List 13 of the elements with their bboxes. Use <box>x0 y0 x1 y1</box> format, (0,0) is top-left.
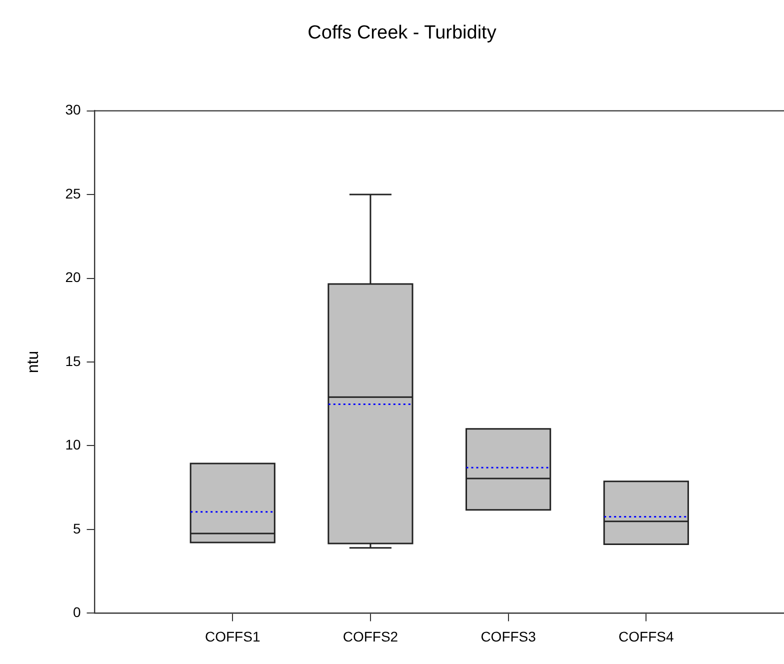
x-tick-label: COFFS4 <box>618 628 674 644</box>
y-tick-label: 10 <box>65 436 81 453</box>
x-tick-label: COFFS1 <box>205 628 260 644</box>
y-tick-label: 0 <box>72 604 81 620</box>
y-tick-label: 20 <box>65 269 81 286</box>
y-tick-label: 25 <box>65 185 81 202</box>
y-tick-label: 5 <box>72 520 81 536</box>
x-tick-label: COFFS3 <box>480 628 536 644</box>
y-tick-label: 30 <box>65 102 81 118</box>
chart-title: Coffs Creek - Turbidity <box>308 22 497 44</box>
y-axis-title: ntu <box>25 350 42 374</box>
y-tick-label: 15 <box>65 352 81 369</box>
x-tick-label: COFFS2 <box>342 628 398 644</box>
